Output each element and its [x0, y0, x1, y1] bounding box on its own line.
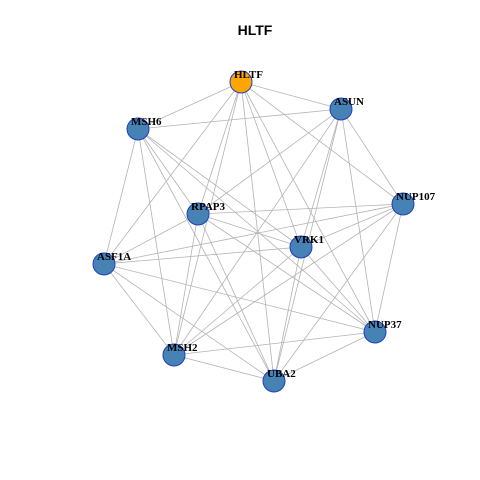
- edge: [103, 263, 275, 382]
- edge: [173, 108, 342, 356]
- node: [162, 343, 186, 367]
- edge: [300, 108, 342, 248]
- edge: [240, 81, 404, 205]
- edge: [137, 128, 199, 215]
- node: [126, 117, 150, 141]
- edge: [103, 246, 302, 265]
- node: [391, 192, 415, 216]
- edge: [197, 81, 242, 215]
- node: [186, 202, 210, 226]
- edge: [103, 128, 139, 265]
- node-label: NUP107: [396, 191, 436, 203]
- edge: [173, 203, 404, 356]
- node: [329, 97, 353, 121]
- edge: [173, 354, 275, 382]
- edge: [273, 331, 376, 382]
- edge: [103, 263, 175, 356]
- node-label: UBA2: [267, 368, 296, 380]
- edge: [240, 81, 342, 110]
- node-label: RPAP3: [191, 201, 226, 213]
- edge: [137, 108, 342, 130]
- edge: [340, 108, 404, 205]
- edge: [197, 108, 342, 215]
- edge: [173, 331, 376, 356]
- node: [262, 369, 286, 393]
- edge: [137, 128, 302, 248]
- node-label: MSH2: [167, 342, 198, 354]
- edge: [103, 81, 242, 265]
- edge: [374, 203, 404, 333]
- edge: [300, 203, 404, 248]
- node: [229, 70, 253, 94]
- edge: [137, 128, 376, 333]
- edge: [340, 108, 376, 333]
- node: [363, 320, 387, 344]
- nodes: HLTF ASUN MSH6 NUP107 RPAP3 VRK1 ASF1A NUP37 MSH…: [92, 69, 436, 393]
- edge: [273, 203, 404, 382]
- edge: [240, 81, 302, 248]
- node: [92, 252, 116, 276]
- node-label: ASF1A: [97, 251, 131, 263]
- node: [289, 235, 313, 259]
- edge: [300, 246, 376, 333]
- edge: [137, 81, 242, 130]
- edge: [197, 213, 302, 248]
- node-label: VRK1: [294, 234, 324, 246]
- edge: [240, 81, 376, 333]
- edges: [103, 81, 404, 382]
- node-label: NUP37: [368, 319, 402, 331]
- edge: [137, 128, 175, 356]
- edge: [197, 213, 376, 333]
- edge: [273, 246, 302, 382]
- edge: [197, 203, 404, 215]
- edge: [103, 203, 404, 265]
- edge: [103, 213, 199, 265]
- edge: [173, 246, 302, 356]
- diagram-title: HLTF: [238, 22, 273, 38]
- edge: [103, 263, 376, 333]
- node-label: ASUN: [334, 96, 364, 108]
- node-label: HLTF: [234, 69, 263, 81]
- node-label: MSH6: [131, 116, 162, 128]
